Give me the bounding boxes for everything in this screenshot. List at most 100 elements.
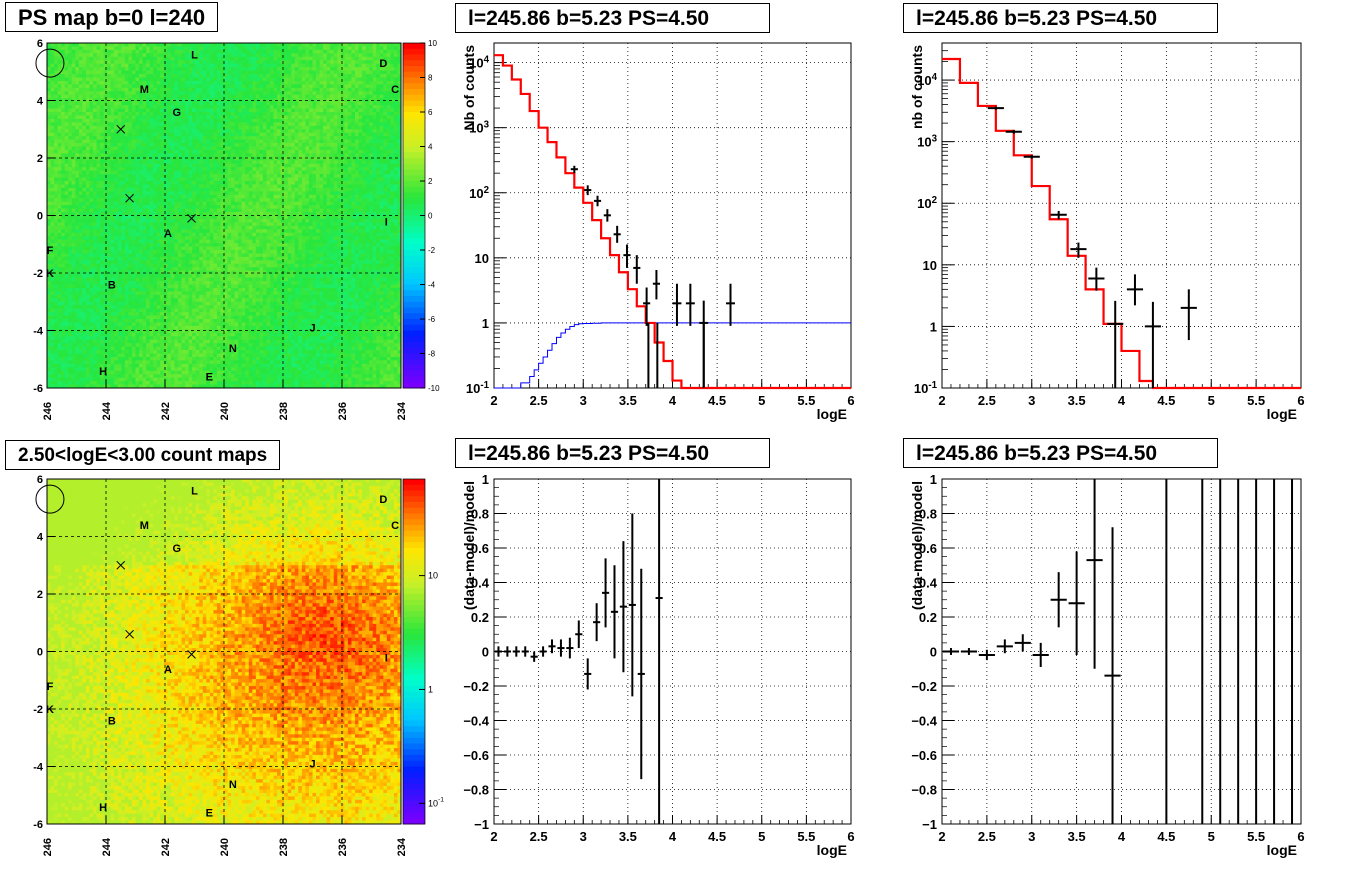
x-tick-label: 238 xyxy=(278,838,290,856)
palette-cell xyxy=(403,267,425,274)
model-curve xyxy=(494,54,851,390)
y-tick-label: −0.8 xyxy=(463,783,489,798)
y-tick-label: 4 xyxy=(37,96,44,108)
x-tick-label: 242 xyxy=(160,838,172,856)
palette-cell xyxy=(403,112,425,119)
source-label: N xyxy=(229,343,237,355)
palette-cell xyxy=(403,525,425,532)
source-label: C xyxy=(391,84,399,96)
source-label: H xyxy=(99,802,107,814)
map_ps-frame xyxy=(46,42,402,389)
palette-cell xyxy=(403,382,425,389)
data-point xyxy=(1050,572,1067,628)
y-axis-label: Nb of counts xyxy=(461,45,477,131)
palette-cell xyxy=(403,657,425,664)
y-tick-label: -4 xyxy=(33,326,44,338)
palette-cell xyxy=(403,319,425,326)
y-tick-label: 103 xyxy=(917,134,937,150)
x-tick-label: 236 xyxy=(337,838,349,856)
palette-cell xyxy=(403,513,425,520)
y-tick-label: 102 xyxy=(469,185,489,201)
y-tick-label: −0.6 xyxy=(463,748,489,763)
palette-cell xyxy=(403,163,425,170)
x-tick-label: 3.5 xyxy=(1068,393,1086,408)
palette-cell xyxy=(403,617,425,624)
y-tick-label: -4 xyxy=(33,762,44,774)
palette-cell xyxy=(403,490,425,497)
source-label: E xyxy=(206,372,213,384)
palette-cell xyxy=(403,709,425,716)
data-point xyxy=(996,639,1013,654)
x-tick-label: 2.5 xyxy=(530,829,548,844)
y-axis-label: (data-model)/model xyxy=(909,481,925,610)
data-point xyxy=(655,479,663,824)
x-tick-label: 4 xyxy=(1118,829,1126,844)
y-tick-label: 1 xyxy=(930,472,937,487)
data-point xyxy=(1088,267,1105,291)
x-tick-label: 3 xyxy=(1028,829,1035,844)
data-point xyxy=(1180,289,1197,341)
palette-cell xyxy=(403,192,425,199)
palette-cell xyxy=(403,772,425,779)
palette-cell xyxy=(403,232,425,239)
palette-tick-label: -10 xyxy=(428,384,440,393)
spec1-plot: 2 2.5 3 3.5 4 4.5 5 5.5 6 10-1 1 10 102 103 104 logE Nb … xyxy=(461,42,855,422)
palette-cell xyxy=(403,812,425,819)
data-point xyxy=(593,603,601,642)
palette-cell xyxy=(403,691,425,698)
source-label: F xyxy=(47,681,54,693)
palette-cell xyxy=(403,749,425,756)
palette-cell xyxy=(403,737,425,744)
data-point xyxy=(610,565,619,659)
palette-cell xyxy=(403,175,425,182)
x-tick-label: 2.5 xyxy=(978,829,996,844)
palette-cell xyxy=(403,645,425,652)
palette-cell xyxy=(403,71,425,78)
x-tick-label: 246 xyxy=(42,402,54,420)
source-label: B xyxy=(108,280,116,292)
source-label: G xyxy=(173,107,182,119)
palette-cell xyxy=(403,60,425,67)
data-point xyxy=(1070,242,1087,258)
palette-cell xyxy=(403,89,425,96)
x-axis-label: logE xyxy=(817,406,847,422)
x-tick-label: 2 xyxy=(938,829,945,844)
data-point xyxy=(1086,479,1103,669)
palette-cell xyxy=(403,783,425,790)
region-circle xyxy=(35,484,65,514)
data-point xyxy=(494,646,503,657)
y-tick-label: 0 xyxy=(37,647,43,659)
palette-cell xyxy=(403,651,425,658)
y-tick-label: 104 xyxy=(469,55,489,71)
palette-cell xyxy=(403,54,425,61)
data-point xyxy=(960,648,978,655)
palette-tick-label: 2 xyxy=(428,177,433,186)
palette-cell xyxy=(403,94,425,101)
palette-cell xyxy=(403,209,425,216)
palette-cell xyxy=(403,313,425,320)
data-point xyxy=(512,646,520,657)
source-label: D xyxy=(379,58,387,70)
palette-cell xyxy=(403,43,425,50)
data-point xyxy=(685,283,695,326)
map_cnt-frame xyxy=(46,478,402,825)
x-tick-label: 5.5 xyxy=(797,393,815,408)
y-tick-label: 0 xyxy=(37,211,43,223)
palette-cell xyxy=(403,559,425,566)
palette-cell xyxy=(403,169,425,176)
palette-cell xyxy=(403,507,425,514)
source-label: A xyxy=(164,664,172,676)
palette-cell xyxy=(403,227,425,234)
source-label: K xyxy=(46,704,54,716)
map_ps-palette: 10 8 6 4 2 0 -2 -4 -6 -8 -10 xyxy=(402,39,440,393)
palette-tick-label: 1 xyxy=(428,684,433,694)
x-tick-label: 2 xyxy=(490,393,497,408)
y-tick-label: 2 xyxy=(37,589,43,601)
palette-cell xyxy=(403,140,425,147)
source-label: C xyxy=(391,520,399,532)
x-tick-label: 5 xyxy=(1208,829,1215,844)
palette-cell xyxy=(403,801,425,808)
palette-cell xyxy=(403,296,425,303)
y-tick-label: 102 xyxy=(917,195,937,211)
